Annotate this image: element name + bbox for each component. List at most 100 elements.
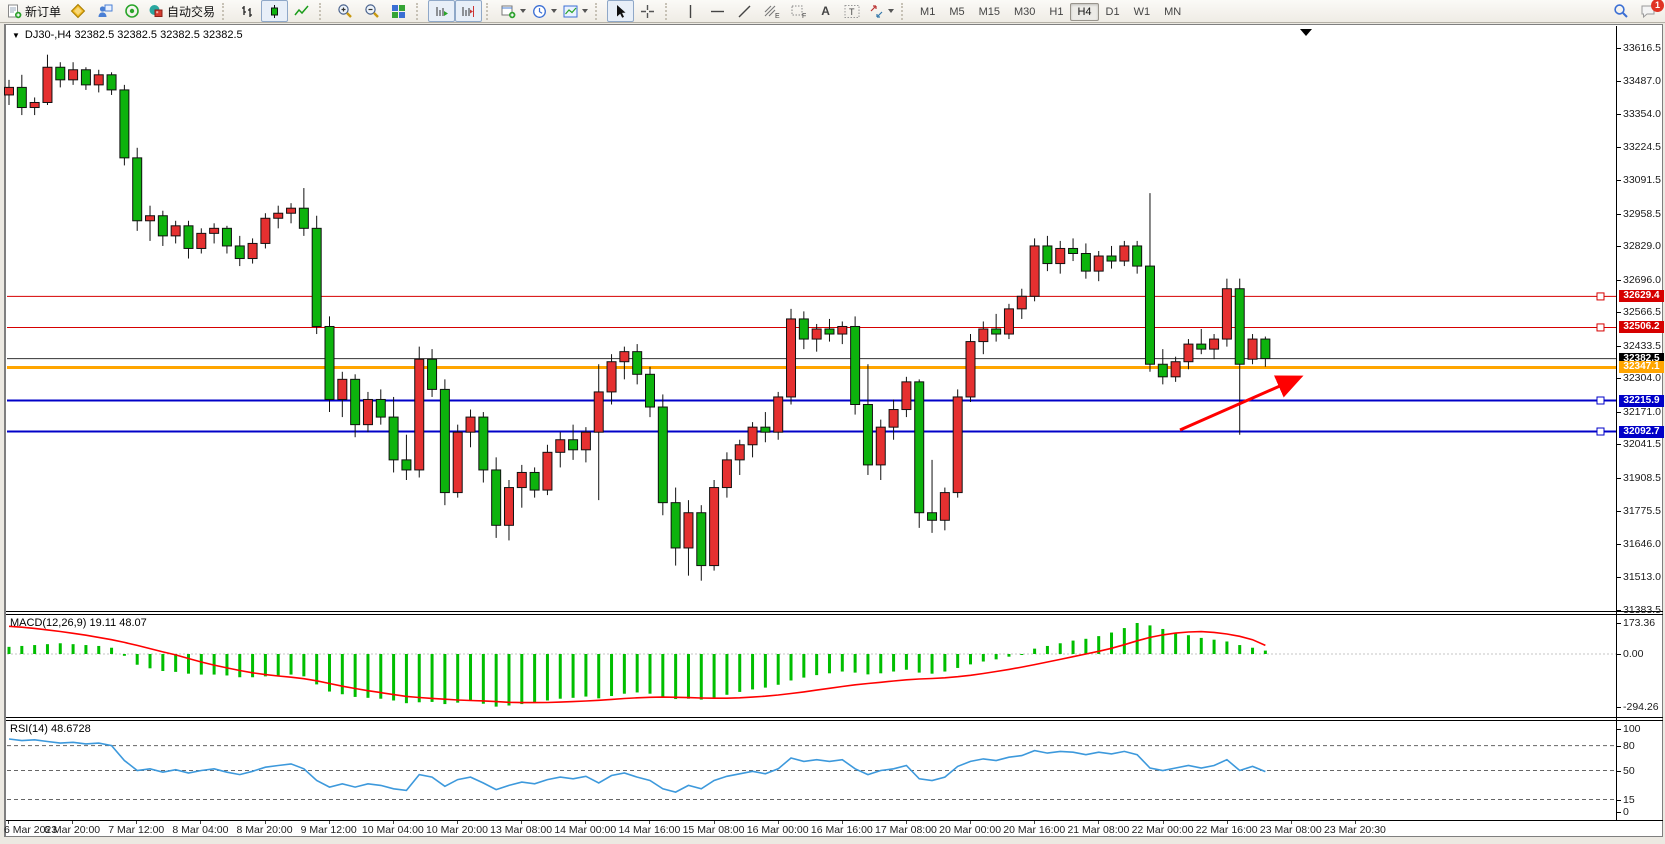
bar-chart-icon — [242, 5, 253, 17]
line-chart-icon — [294, 5, 309, 15]
chart-title-text: DJ30-,H4 32382.5 32382.5 32382.5 32382.5 — [24, 29, 243, 41]
toolbar-separator — [665, 2, 673, 20]
bar-chart-button[interactable] — [234, 0, 261, 22]
vertical-line-icon — [689, 4, 692, 18]
timeframe-group: M1 M5 M15 M30 H1 H4 D1 W1 MN — [913, 2, 1188, 21]
fibo-expansion-button[interactable]: F — [785, 0, 812, 22]
toolbar-separator — [416, 2, 424, 20]
macd-panel-top-border[interactable] — [6, 614, 1663, 615]
timeframe-h4-button[interactable]: H4 — [1070, 3, 1099, 21]
auto-scroll-button[interactable] — [428, 0, 456, 22]
price-axis-border — [1616, 26, 1617, 820]
timeframe-m5-button[interactable]: M5 — [949, 6, 965, 18]
text-label-button[interactable]: T — [839, 0, 866, 22]
main-chart-canvas[interactable] — [0, 26, 1665, 611]
one-click-collapse-icon[interactable]: ▼ — [12, 30, 20, 40]
horizontal-line-icon — [711, 10, 725, 12]
gold-diamond-icon — [70, 3, 85, 19]
macd-label: MACD(12,26,9) 19.11 48.07 — [10, 617, 147, 629]
search-icon — [1613, 4, 1628, 18]
dropdown-caret-icon — [888, 9, 895, 13]
arrows-button[interactable] — [866, 0, 897, 22]
fibonacci-icon: E — [764, 5, 780, 19]
templates-icon — [563, 5, 578, 17]
signal-button[interactable] — [118, 0, 145, 22]
zoom-out-button[interactable] — [358, 0, 385, 22]
horizontal-line-button[interactable] — [704, 0, 731, 22]
text-label-icon: T — [844, 4, 860, 18]
dropdown-caret-icon — [582, 9, 589, 13]
toolbar-separator — [486, 2, 494, 20]
timeframe-m30-button[interactable]: M30 — [1014, 6, 1036, 18]
fibo-expansion-icon: F — [791, 5, 806, 19]
timeframe-m1-button[interactable]: M1 — [920, 6, 936, 18]
chart-title: ▼ DJ30-,H4 32382.5 32382.5 32382.5 32382… — [12, 29, 243, 41]
dropdown-caret-icon — [520, 9, 527, 13]
clock-icon — [533, 4, 546, 18]
cursor-arrow-icon — [617, 4, 626, 18]
notification-badge: 1 — [1651, 0, 1664, 12]
macd-panel-bottom-border — [6, 717, 1663, 718]
auto-trading-icon — [149, 5, 163, 17]
timeframe-h1-button[interactable]: H1 — [1049, 6, 1064, 18]
new-chart-icon — [501, 5, 516, 18]
text-button[interactable]: A — [812, 0, 839, 22]
candlestick-chart-button[interactable] — [261, 0, 289, 22]
macd-panel-canvas[interactable] — [0, 615, 1665, 717]
fib-f-glyph: F — [802, 13, 806, 19]
rsi-label: RSI(14) 48.6728 — [10, 723, 91, 735]
new-order-label: 新订单 — [25, 4, 62, 19]
auto-trading-label: 自动交易 — [167, 4, 216, 19]
toolbar-separator — [595, 2, 603, 20]
text-a-icon: A — [821, 4, 830, 18]
signal-icon — [124, 4, 139, 18]
chart-shift-button[interactable] — [455, 0, 483, 22]
line-chart-button[interactable] — [288, 0, 315, 22]
market-watch-icon — [98, 4, 113, 17]
periods-button[interactable] — [529, 0, 560, 22]
crosshair-button[interactable] — [634, 0, 661, 22]
vertical-line-button[interactable] — [677, 0, 704, 22]
trendline-button[interactable] — [731, 0, 758, 22]
chart-shift-marker — [1300, 29, 1312, 36]
crosshair-icon — [641, 4, 655, 18]
timeframe-d1-button[interactable]: D1 — [1105, 6, 1120, 18]
trendline-icon — [738, 5, 751, 17]
timeframe-mn-button[interactable]: MN — [1164, 6, 1182, 18]
toolbar-separator — [901, 2, 909, 20]
zoom-in-icon — [337, 4, 352, 18]
rsi-panel-canvas[interactable] — [0, 720, 1665, 819]
new-order-button[interactable]: 新订单 — [4, 0, 64, 22]
toolbar-separator — [319, 2, 327, 20]
main-panel-bottom-border — [6, 611, 1663, 612]
notifications-button[interactable]: 1 — [1634, 0, 1664, 22]
dropdown-caret-icon — [551, 9, 558, 13]
rsi-panel-top-border[interactable] — [6, 720, 1663, 721]
chart-window-frame — [4, 24, 1663, 837]
toolbar: 新订单 自动交易 — [0, 0, 1665, 23]
tile-windows-button[interactable] — [385, 0, 412, 22]
fibonacci-button[interactable]: E — [758, 0, 785, 22]
arrows-icon — [870, 4, 883, 18]
timeframe-w1-button[interactable]: W1 — [1133, 6, 1151, 18]
new-chart-button[interactable] — [498, 0, 529, 22]
market-watch-button[interactable] — [91, 0, 118, 22]
chart-shift-icon — [462, 5, 475, 17]
fib-e-glyph: E — [775, 13, 780, 19]
templates-button[interactable] — [560, 0, 591, 22]
svg-text:T: T — [849, 7, 855, 17]
auto-scroll-icon — [436, 6, 449, 16]
candlestick-chart-icon — [271, 4, 279, 18]
zoom-out-icon — [364, 4, 379, 18]
rsi-panel-bottom-border — [6, 820, 1663, 821]
search-button[interactable] — [1607, 0, 1634, 22]
cursor-button[interactable] — [607, 0, 635, 22]
new-order-icon — [8, 4, 22, 18]
auto-trading-button[interactable]: 自动交易 — [145, 0, 218, 22]
tile-windows-icon — [392, 4, 406, 18]
toolbar-separator — [222, 2, 230, 20]
charts-profile-button[interactable] — [64, 0, 91, 22]
zoom-in-button[interactable] — [331, 0, 358, 22]
timeframe-m15-button[interactable]: M15 — [978, 6, 1000, 18]
